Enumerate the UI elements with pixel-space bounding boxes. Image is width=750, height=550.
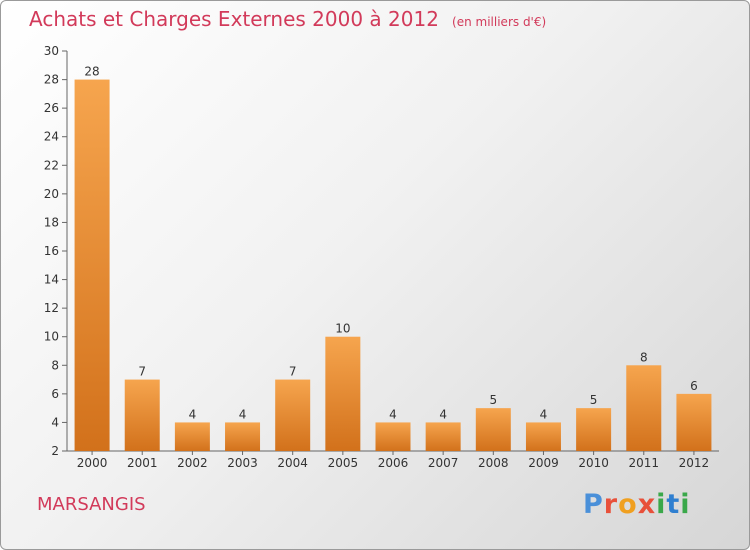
proxiti-logo: Proxiti	[583, 489, 691, 520]
y-tick-label: 22	[44, 158, 59, 172]
bar	[375, 422, 411, 451]
y-tick-label: 10	[44, 330, 59, 344]
x-tick-label: 2006	[378, 456, 409, 470]
y-tick-label: 14	[44, 273, 59, 287]
bar-value-label: 8	[640, 350, 648, 364]
x-tick-label: 2003	[227, 456, 258, 470]
x-tick-label: 2000	[77, 456, 108, 470]
bar	[325, 336, 361, 451]
location-name: MARSANGIS	[37, 494, 146, 515]
bar-value-label: 4	[540, 407, 548, 421]
y-tick-label: 6	[51, 387, 59, 401]
bar	[425, 422, 461, 451]
bar	[225, 422, 261, 451]
bar-value-label: 6	[690, 379, 698, 393]
bar-value-label: 7	[138, 365, 146, 379]
labels: 28 2000 7 2001 4 2002 4 2003 7 2004 10 2005 4 2006 4 20…	[77, 65, 709, 470]
bar	[626, 365, 662, 451]
x-tick-label: 2008	[478, 456, 509, 470]
y-tick-label: 26	[44, 101, 59, 115]
bar-value-label: 10	[335, 322, 350, 336]
bar-value-label: 7	[289, 365, 297, 379]
y-tick-label: 24	[44, 130, 59, 144]
y-tick-label: 2	[51, 444, 59, 458]
bar-value-label: 5	[590, 393, 598, 407]
bar-value-label: 4	[239, 407, 247, 421]
bar	[576, 408, 612, 451]
bar	[124, 379, 160, 451]
x-tick-label: 2007	[428, 456, 459, 470]
bar-value-label: 4	[439, 407, 447, 421]
bar-value-label: 4	[189, 407, 197, 421]
x-tick-label: 2010	[578, 456, 609, 470]
x-tick-label: 2001	[127, 456, 158, 470]
y-tick-label: 28	[44, 73, 59, 87]
bar-value-label: 5	[489, 393, 497, 407]
chart-title: Achats et Charges Externes 2000 à 2012	[29, 7, 439, 31]
x-tick-label: 2005	[328, 456, 359, 470]
x-tick-label: 2011	[628, 456, 659, 470]
bar	[174, 422, 210, 451]
chart-title-block: Achats et Charges Externes 2000 à 2012 (…	[29, 7, 546, 31]
y-tick-label: 16	[44, 244, 59, 258]
bar	[475, 408, 511, 451]
y-tick-label: 18	[44, 215, 59, 229]
y-tick-label: 4	[51, 415, 59, 429]
y-tick-label: 8	[51, 358, 59, 372]
chart-subtitle: (en milliers d'€)	[452, 15, 547, 29]
bar	[676, 393, 712, 451]
x-tick-label: 2009	[528, 456, 559, 470]
bars	[74, 79, 712, 452]
y-tick-label: 12	[44, 301, 59, 315]
bar-value-label: 28	[84, 65, 99, 79]
bar	[275, 379, 311, 451]
bar	[74, 79, 110, 452]
bar	[525, 422, 561, 451]
y-tick-label: 30	[44, 44, 59, 58]
x-tick-label: 2004	[277, 456, 308, 470]
x-tick-label: 2002	[177, 456, 208, 470]
x-tick-label: 2012	[679, 456, 710, 470]
y-tick-label: 20	[44, 187, 59, 201]
bar-value-label: 4	[389, 407, 397, 421]
